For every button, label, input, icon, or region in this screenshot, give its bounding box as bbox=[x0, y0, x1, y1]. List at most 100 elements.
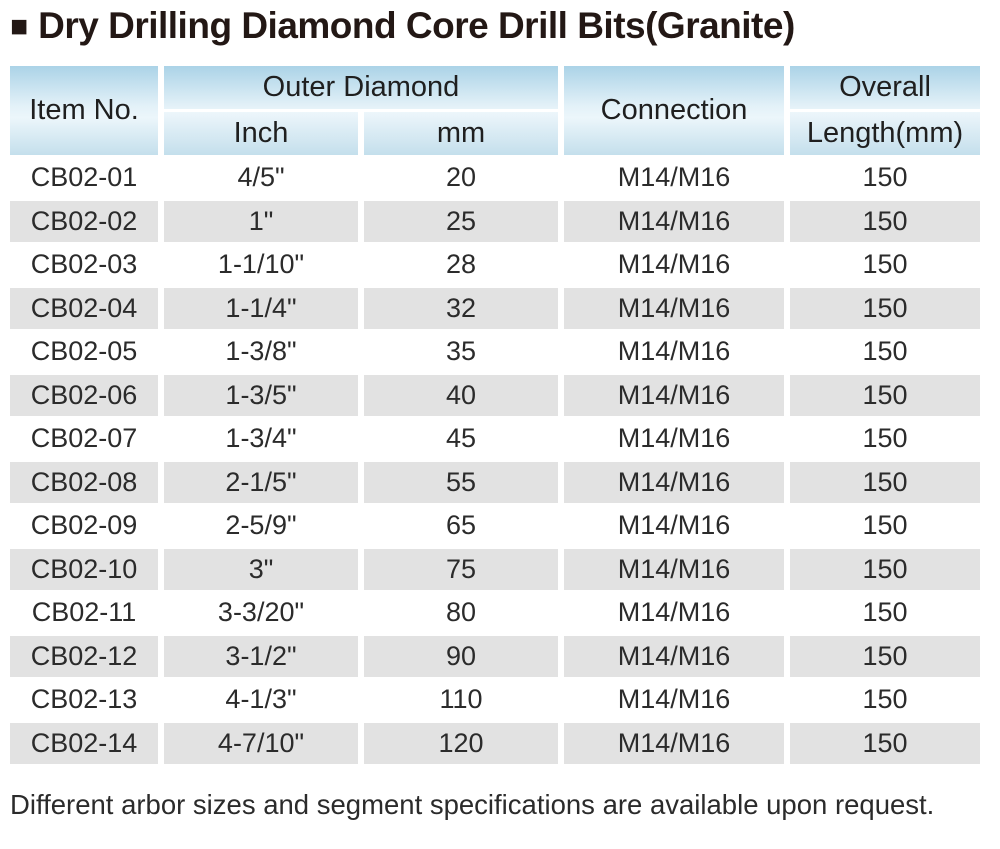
cell-inch: 2-1/5" bbox=[164, 462, 358, 503]
table-row: CB02-14 4-7/10" 120 M14/M16 150 bbox=[10, 723, 980, 764]
table-row: CB02-01 4/5" 20 M14/M16 150 bbox=[10, 157, 980, 199]
cell-mm: 65 bbox=[364, 505, 558, 547]
cell-connection: M14/M16 bbox=[564, 592, 784, 634]
cell-item-no: CB02-13 bbox=[10, 679, 158, 721]
cell-connection: M14/M16 bbox=[564, 505, 784, 547]
cell-overall-length: 150 bbox=[790, 592, 980, 634]
cell-mm: 32 bbox=[364, 288, 558, 329]
cell-mm: 40 bbox=[364, 375, 558, 416]
cell-item-no: CB02-07 bbox=[10, 418, 158, 460]
cell-inch: 3" bbox=[164, 549, 358, 590]
cell-mm: 45 bbox=[364, 418, 558, 460]
cell-connection: M14/M16 bbox=[564, 157, 784, 199]
header-row-sub: Inch mm Length(mm) bbox=[10, 111, 980, 155]
table-row: CB02-05 1-3/8" 35 M14/M16 150 bbox=[10, 331, 980, 373]
cell-overall-length: 150 bbox=[790, 201, 980, 242]
cell-item-no: CB02-12 bbox=[10, 636, 158, 677]
cell-connection: M14/M16 bbox=[564, 288, 784, 329]
cell-overall-length: 150 bbox=[790, 157, 980, 199]
cell-mm: 25 bbox=[364, 201, 558, 242]
col-header-mm: mm bbox=[364, 111, 558, 155]
cell-item-no: CB02-01 bbox=[10, 157, 158, 199]
table-header: Item No. Outer Diamond Connection Overal… bbox=[10, 65, 980, 155]
cell-connection: M14/M16 bbox=[564, 418, 784, 460]
cell-overall-length: 150 bbox=[790, 505, 980, 547]
cell-item-no: CB02-03 bbox=[10, 244, 158, 286]
cell-mm: 20 bbox=[364, 157, 558, 199]
cell-item-no: CB02-10 bbox=[10, 549, 158, 590]
cell-connection: M14/M16 bbox=[564, 636, 784, 677]
table-row: CB02-06 1-3/5" 40 M14/M16 150 bbox=[10, 375, 980, 416]
cell-overall-length: 150 bbox=[790, 331, 980, 373]
table-row: CB02-12 3-1/2" 90 M14/M16 150 bbox=[10, 636, 980, 677]
cell-item-no: CB02-11 bbox=[10, 592, 158, 634]
page-title-text: Dry Drilling Diamond Core Drill Bits(Gra… bbox=[38, 5, 795, 46]
table-row: CB02-13 4-1/3" 110 M14/M16 150 bbox=[10, 679, 980, 721]
table-row: CB02-07 1-3/4" 45 M14/M16 150 bbox=[10, 418, 980, 460]
header-row-top: Item No. Outer Diamond Connection Overal… bbox=[10, 65, 980, 155]
cell-item-no: CB02-04 bbox=[10, 288, 158, 329]
cell-item-no: CB02-14 bbox=[10, 723, 158, 764]
table-row: CB02-10 3" 75 M14/M16 150 bbox=[10, 549, 980, 590]
cell-item-no: CB02-08 bbox=[10, 462, 158, 503]
cell-overall-length: 150 bbox=[790, 549, 980, 590]
cell-inch: 2-5/9" bbox=[164, 505, 358, 547]
cell-item-no: CB02-06 bbox=[10, 375, 158, 416]
cell-inch: 3-1/2" bbox=[164, 636, 358, 677]
cell-item-no: CB02-02 bbox=[10, 201, 158, 242]
cell-overall-length: 150 bbox=[790, 462, 980, 503]
cell-inch: 1-3/5" bbox=[164, 375, 358, 416]
cell-item-no: CB02-09 bbox=[10, 505, 158, 547]
col-header-length-mm: Length(mm) bbox=[790, 111, 980, 155]
cell-inch: 4/5" bbox=[164, 157, 358, 199]
cell-mm: 110 bbox=[364, 679, 558, 721]
cell-inch: 4-1/3" bbox=[164, 679, 358, 721]
cell-overall-length: 150 bbox=[790, 723, 980, 764]
cell-mm: 35 bbox=[364, 331, 558, 373]
cell-connection: M14/M16 bbox=[564, 201, 784, 242]
table-row: CB02-04 1-1/4" 32 M14/M16 150 bbox=[10, 288, 980, 329]
cell-item-no: CB02-05 bbox=[10, 331, 158, 373]
table-row: CB02-11 3-3/20" 80 M14/M16 150 bbox=[10, 592, 980, 634]
cell-mm: 55 bbox=[364, 462, 558, 503]
cell-inch: 1-3/4" bbox=[164, 418, 358, 460]
footer-note: Different arbor sizes and segment specif… bbox=[10, 788, 935, 820]
page-title: ■ Dry Drilling Diamond Core Drill Bits(G… bbox=[0, 0, 1000, 47]
cell-overall-length: 150 bbox=[790, 418, 980, 460]
cell-overall-length: 150 bbox=[790, 288, 980, 329]
table-body: CB02-01 4/5" 20 M14/M16 150 CB02-02 1" 2… bbox=[10, 157, 980, 764]
table-row: CB02-09 2-5/9" 65 M14/M16 150 bbox=[10, 505, 980, 547]
cell-inch: 1-1/10" bbox=[164, 244, 358, 286]
cell-connection: M14/M16 bbox=[564, 244, 784, 286]
cell-mm: 75 bbox=[364, 549, 558, 590]
col-header-inch: Inch bbox=[164, 111, 358, 155]
cell-mm: 80 bbox=[364, 592, 558, 634]
cell-overall-length: 150 bbox=[790, 636, 980, 677]
cell-inch: 1" bbox=[164, 201, 358, 242]
cell-inch: 4-7/10" bbox=[164, 723, 358, 764]
cell-overall-length: 150 bbox=[790, 244, 980, 286]
col-header-overall: Overall bbox=[790, 65, 980, 109]
spec-table: Item No. Outer Diamond Connection Overal… bbox=[4, 63, 986, 767]
cell-overall-length: 150 bbox=[790, 375, 980, 416]
col-header-outer-diamond: Outer Diamond bbox=[164, 65, 558, 109]
cell-inch: 1-3/8" bbox=[164, 331, 358, 373]
table-row: CB02-02 1" 25 M14/M16 150 bbox=[10, 201, 980, 242]
cell-mm: 28 bbox=[364, 244, 558, 286]
cell-inch: 3-3/20" bbox=[164, 592, 358, 634]
table-row: CB02-08 2-1/5" 55 M14/M16 150 bbox=[10, 462, 980, 503]
cell-connection: M14/M16 bbox=[564, 723, 784, 764]
cell-connection: M14/M16 bbox=[564, 375, 784, 416]
col-header-item-no: Item No. bbox=[10, 65, 158, 155]
cell-inch: 1-1/4" bbox=[164, 288, 358, 329]
cell-mm: 90 bbox=[364, 636, 558, 677]
cell-connection: M14/M16 bbox=[564, 331, 784, 373]
cell-connection: M14/M16 bbox=[564, 549, 784, 590]
cell-connection: M14/M16 bbox=[564, 679, 784, 721]
cell-connection: M14/M16 bbox=[564, 462, 784, 503]
cell-mm: 120 bbox=[364, 723, 558, 764]
col-header-connection: Connection bbox=[564, 65, 784, 155]
table-row: CB02-03 1-1/10" 28 M14/M16 150 bbox=[10, 244, 980, 286]
cell-overall-length: 150 bbox=[790, 679, 980, 721]
